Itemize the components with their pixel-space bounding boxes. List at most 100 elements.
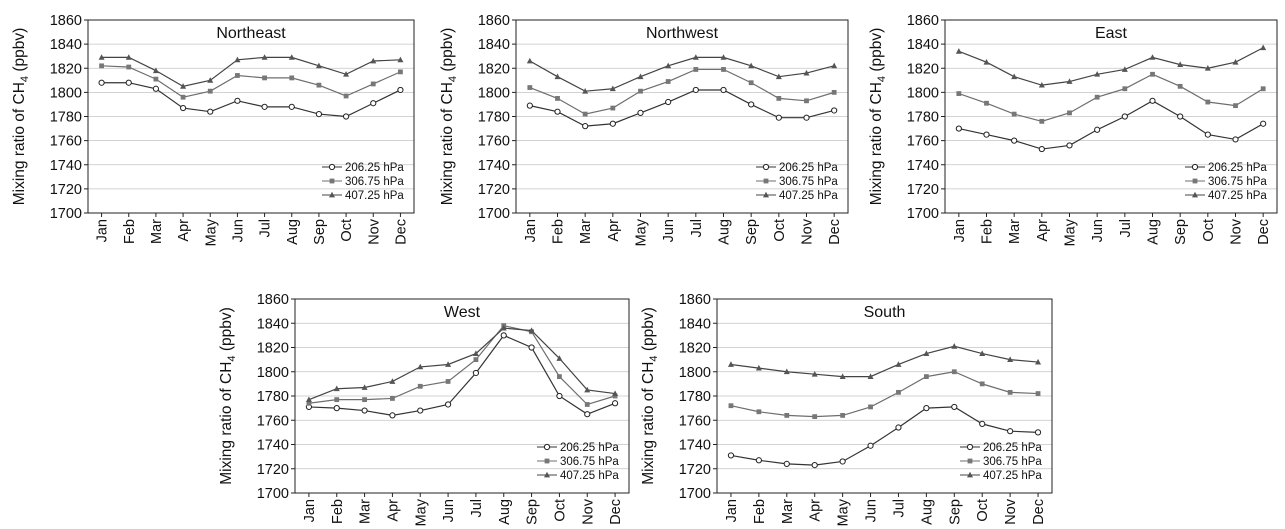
data-point [390,396,395,401]
data-point [528,344,535,351]
data-point [868,404,873,410]
data-point [370,57,377,64]
legend-marker [329,191,335,198]
chart-panel-northwest: 1700 1720 1740 1760 1780 1800 1820 1840 1860 Jan F… [439,13,849,246]
data-point [180,94,186,100]
y-tick-label: 1720 [679,462,711,478]
data-point [727,452,735,459]
data-point [612,390,619,396]
x-tick-label: Aug [497,499,513,525]
data-point [1067,110,1072,116]
series-line [308,327,616,401]
data-point [896,389,901,395]
legend-marker [1191,163,1199,171]
data-point [152,85,160,92]
data-point [1007,356,1014,363]
data-point [840,413,846,418]
data-point [397,86,404,94]
y-axis-label: Mixing ratio of CH4 (ppbv) [868,28,888,206]
data-point [895,424,902,431]
data-point [1150,71,1155,77]
data-point [979,420,986,427]
data-point [804,98,809,104]
data-point [555,96,560,101]
y-tick-label: 1820 [478,61,510,77]
data-point [955,125,962,132]
data-point [180,83,187,89]
x-tick-label: May [413,498,429,526]
y-tick-label: 1840 [907,37,939,53]
y-tick-label: 1860 [257,292,289,308]
data-point [306,400,312,406]
series-circle [955,97,1267,153]
data-point [417,407,424,414]
series-triangle [955,44,1267,88]
data-point [831,107,838,114]
x-tick-label: Mar [358,499,374,524]
legend-label: 407.25 hPa [983,470,1042,482]
legend-label: 206.25 hPa [779,162,838,174]
legend-label: 306.75 hPa [345,176,404,188]
chart-panel-west: 1700 1720 1740 1760 1780 1800 1820 1840 1860 Jan F… [218,292,630,526]
x-tick-label: Apr [385,499,401,522]
data-point [721,67,726,72]
y-tick-label: 1740 [679,438,711,454]
data-point [728,403,734,409]
legend-marker [762,163,770,171]
data-point [811,370,818,377]
data-point [473,357,479,363]
data-point [776,96,782,101]
y-tick-label: 1720 [50,182,82,198]
data-point [923,405,930,412]
data-point [609,85,616,92]
x-tick-label: Nov [580,498,596,525]
y-tick-label: 1760 [50,134,82,150]
series-circle [526,86,838,130]
data-point [692,54,699,60]
data-point [831,89,837,95]
x-tick-label: Jan [95,219,111,242]
data-point [98,54,105,60]
data-point [343,71,350,77]
data-point [811,462,818,469]
data-point [1094,71,1101,77]
data-point [370,81,376,87]
data-point [1205,99,1211,105]
y-tick-label: 1740 [50,158,82,174]
x-tick-label: Aug [285,219,301,245]
x-tick-label: Oct [772,219,788,242]
legend-marker [328,163,336,171]
y-tick-label: 1780 [478,110,510,126]
x-tick-label: Jan [724,499,740,522]
data-point [333,385,340,392]
data-point [1094,94,1100,100]
data-point [98,79,105,86]
data-point [526,57,533,64]
series-line [529,89,835,127]
legend-label: 306.75 hPa [1208,176,1267,188]
x-tick-label: Jun [441,499,457,522]
y-tick-label: 1760 [257,413,289,429]
legend-marker [543,443,551,451]
data-point [756,409,762,415]
data-point [839,458,846,465]
x-tick-label: Aug [919,499,935,525]
data-point [444,401,452,408]
y-tick-label: 1800 [478,85,510,101]
x-tick-label: Feb [330,499,346,524]
x-tick-label: Dec [1256,219,1272,245]
data-point [557,374,562,379]
data-point [748,62,755,69]
data-point [803,114,810,121]
x-tick-label: Nov [1003,498,1019,525]
series-line [529,68,835,115]
data-point [316,82,322,88]
legend-label: 206.25 hPa [983,442,1042,454]
data-point [895,361,902,367]
data-point [1122,86,1128,92]
x-tick-label: Oct [552,499,568,522]
y-tick-label: 1700 [50,206,82,222]
data-point [1035,391,1041,396]
x-tick-label: Jan [952,219,968,242]
series-circle [98,79,404,120]
